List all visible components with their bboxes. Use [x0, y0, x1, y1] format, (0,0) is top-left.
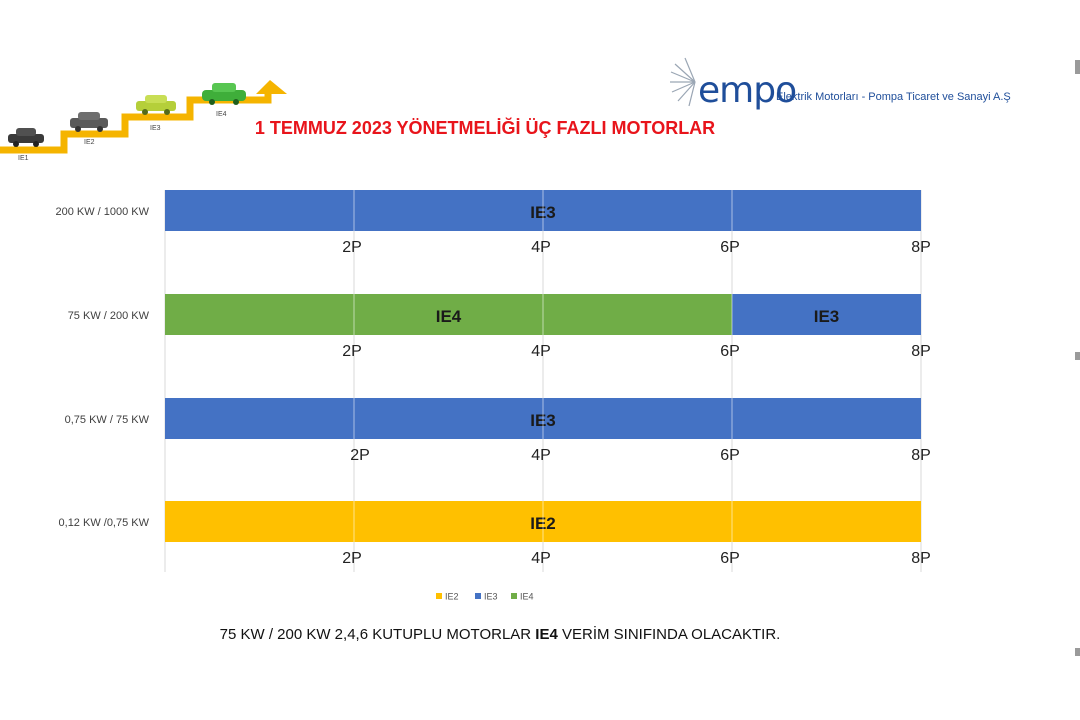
tick-label-3-1: 4P [531, 550, 551, 567]
tick-label-0-1: 4P [531, 239, 551, 256]
tick-label-2-1: 4P [531, 447, 551, 464]
stairs-illustration: IE1 IE2 IE3 IE4 [0, 80, 287, 162]
footnote-text-after: VERİM SINIFINDA OLACAKTIR. [557, 626, 781, 643]
tick-label-1-1: 4P [531, 343, 551, 360]
logo-fan-icon [670, 57, 696, 107]
tick-label-1-2: 6P [720, 343, 740, 360]
car-ie2-icon [70, 112, 108, 132]
car-ie3-icon [136, 95, 176, 115]
right-edge-marker-bottom [1075, 648, 1080, 656]
chart-legend: IE2 IE3 IE4 [436, 592, 534, 602]
footnote: 75 KW / 200 KW 2,4,6 KUTUPLU MOTORLAR IE… [0, 626, 1000, 643]
company-logo: empo Elektrik Motorları - Pompa Ticaret … [672, 58, 1052, 111]
logo-tagline: Elektrik Motorları - Pompa Ticaret ve Sa… [776, 91, 1011, 103]
legend-swatch-ie3 [475, 593, 481, 599]
right-edge-marker-top [1075, 60, 1080, 74]
car-ie4-icon [202, 83, 246, 105]
logo-wordmark: empo [698, 70, 797, 111]
bar-1-1 [732, 294, 921, 335]
legend-swatch-ie4 [511, 593, 517, 599]
row-label-2: 0,75 KW / 75 KW [65, 414, 150, 426]
stair-label-ie1: IE1 [18, 155, 29, 162]
tick-label-3-2: 6P [720, 550, 740, 567]
row-label-0: 200 KW / 1000 KW [55, 206, 149, 218]
legend-label-ie4: IE4 [520, 592, 534, 602]
tick-label-2-3: 8P [911, 447, 931, 464]
tick-label-0-0: 2P [342, 239, 362, 256]
stair-label-ie3: IE3 [150, 125, 161, 132]
bar-1-0 [165, 294, 732, 335]
bar-label-1-0: IE4 [436, 307, 462, 326]
car-ie1-icon [8, 128, 44, 147]
legend-swatch-ie2 [436, 593, 442, 599]
row-label-1: 75 KW / 200 KW [68, 310, 150, 322]
chart-title: 1 TEMMUZ 2023 YÖNETMELİĞİ ÜÇ FAZLI MOTOR… [254, 118, 716, 138]
footnote-text-bold: IE4 [535, 626, 558, 643]
right-edge-marker-mid [1075, 352, 1080, 360]
footnote-text-before: 75 KW / 200 KW 2,4,6 KUTUPLU MOTORLAR [219, 626, 536, 643]
tick-label-3-0: 2P [342, 550, 362, 567]
legend-label-ie2: IE2 [445, 592, 459, 602]
legend-label-ie3: IE3 [484, 592, 498, 602]
tick-label-2-2: 6P [720, 447, 740, 464]
plot-area: 200 KW / 1000 KW IE3 2P 4P 6P 8P 75 KW / 200 K… [55, 190, 931, 572]
tick-label-0-3: 8P [911, 239, 931, 256]
stair-label-ie4: IE4 [216, 111, 227, 118]
stair-label-ie2: IE2 [84, 139, 95, 146]
tick-label-0-2: 6P [720, 239, 740, 256]
tick-label-3-3: 8P [911, 550, 931, 567]
tick-label-2-0: 2P [350, 447, 370, 464]
stairs-arrow-head [256, 80, 287, 94]
row-label-3: 0,12 KW /0,75 KW [59, 517, 150, 529]
tick-label-1-3: 8P [911, 343, 931, 360]
bar-label-1-1: IE3 [814, 307, 840, 326]
tick-label-1-0: 2P [342, 343, 362, 360]
